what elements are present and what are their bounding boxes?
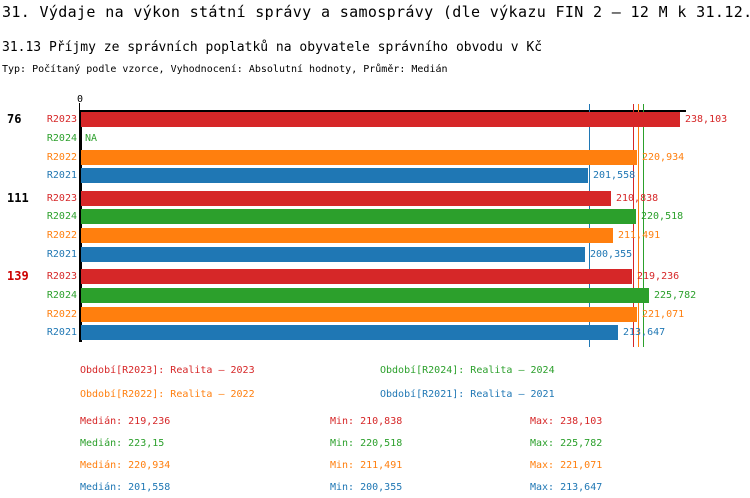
series-label-76-R2021: R2021 bbox=[46, 170, 77, 181]
x-axis-line bbox=[80, 110, 686, 112]
stat-min-R2023: Min: 210,838 bbox=[330, 416, 403, 427]
series-label-76-R2024: R2024 bbox=[46, 133, 77, 144]
bar-111-R2024 bbox=[81, 209, 636, 224]
series-label-139-R2024: R2024 bbox=[46, 290, 77, 301]
legend-item-R2024: Období[R2024]: Realita – 2024 bbox=[380, 365, 555, 376]
bar-value-139-R2022: 221,071 bbox=[642, 309, 685, 320]
bar-111-R2021 bbox=[81, 247, 585, 262]
median-line-R2021 bbox=[589, 104, 590, 347]
report-title: 31. Výdaje na výkon státní správy a samo… bbox=[2, 3, 750, 21]
bar-value-139-R2021: 213,647 bbox=[623, 327, 666, 338]
bar-value-139-R2023: 219,236 bbox=[637, 271, 680, 282]
bar-value-111-R2024: 220,518 bbox=[641, 211, 684, 222]
stat-median-R2021: Medián: 201,558 bbox=[80, 482, 171, 493]
stat-median-R2024: Medián: 223,15 bbox=[80, 438, 165, 449]
stat-min-R2022: Min: 211,491 bbox=[330, 460, 403, 471]
stat-median-R2023: Medián: 219,236 bbox=[80, 416, 171, 427]
y-axis-line bbox=[79, 110, 82, 342]
bar-value-76-R2021: 201,558 bbox=[593, 170, 636, 181]
group-label-111: 111 bbox=[7, 191, 29, 205]
bar-139-R2021 bbox=[81, 325, 618, 340]
bar-value-76-R2023: 238,103 bbox=[685, 114, 728, 125]
series-label-139-R2023: R2023 bbox=[46, 271, 77, 282]
bar-111-R2023 bbox=[81, 191, 611, 206]
median-line-R2024 bbox=[643, 104, 644, 347]
indicator-title: 31.13 Příjmy ze správních poplatků na ob… bbox=[2, 40, 543, 55]
series-label-139-R2022: R2022 bbox=[46, 309, 77, 320]
stat-max-R2021: Max: 213,647 bbox=[530, 482, 603, 493]
group-label-139: 139 bbox=[7, 269, 29, 283]
x-axis-zero-label: 0 bbox=[76, 94, 84, 105]
bar-139-R2024 bbox=[81, 288, 649, 303]
series-label-76-R2022: R2022 bbox=[46, 152, 77, 163]
bar-value-111-R2021: 200,355 bbox=[590, 249, 633, 260]
bar-value-111-R2023: 210,838 bbox=[616, 193, 659, 204]
legend-item-R2022: Období[R2022]: Realita – 2022 bbox=[80, 389, 255, 400]
bar-139-R2023 bbox=[81, 269, 632, 284]
bar-76-R2022 bbox=[81, 150, 637, 165]
stat-median-R2022: Medián: 220,934 bbox=[80, 460, 171, 471]
stat-max-R2022: Max: 221,071 bbox=[530, 460, 603, 471]
stat-min-R2021: Min: 200,355 bbox=[330, 482, 403, 493]
bar-76-R2023 bbox=[81, 112, 680, 127]
x-axis-zero-tick bbox=[79, 103, 80, 110]
bar-76-R2021 bbox=[81, 168, 588, 183]
group-label-76: 76 bbox=[7, 112, 22, 126]
series-label-111-R2021: R2021 bbox=[46, 249, 77, 260]
series-label-76-R2023: R2023 bbox=[46, 114, 77, 125]
median-line-R2023 bbox=[633, 104, 634, 347]
bar-111-R2022 bbox=[81, 228, 613, 243]
legend-item-R2021: Období[R2021]: Realita – 2021 bbox=[380, 389, 555, 400]
series-label-111-R2024: R2024 bbox=[46, 211, 77, 222]
series-label-139-R2021: R2021 bbox=[46, 327, 77, 338]
stat-min-R2024: Min: 220,518 bbox=[330, 438, 403, 449]
bar-value-111-R2022: 211,491 bbox=[618, 230, 661, 241]
bar-value-76-R2022: 220,934 bbox=[642, 152, 685, 163]
series-label-111-R2022: R2022 bbox=[46, 230, 77, 241]
bar-139-R2022 bbox=[81, 307, 637, 322]
legend-item-R2023: Období[R2023]: Realita – 2023 bbox=[80, 365, 255, 376]
bar-value-139-R2024: 225,782 bbox=[654, 290, 697, 301]
stat-max-R2024: Max: 225,782 bbox=[530, 438, 603, 449]
series-label-111-R2023: R2023 bbox=[46, 193, 77, 204]
stat-max-R2023: Max: 238,103 bbox=[530, 416, 603, 427]
bar-value-76-R2024: NA bbox=[85, 133, 98, 144]
median-line-R2022 bbox=[638, 104, 639, 347]
indicator-meta: Typ: Počítaný podle vzorce, Vyhodnocení:… bbox=[2, 64, 448, 75]
